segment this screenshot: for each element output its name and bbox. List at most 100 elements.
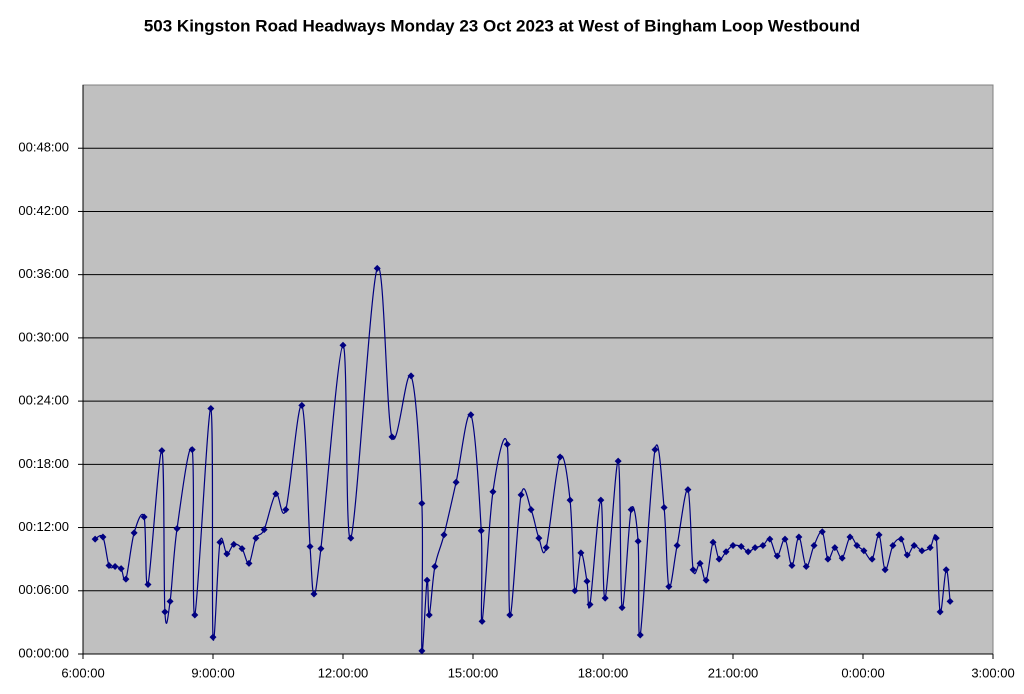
data-point bbox=[660, 504, 668, 512]
y-tick-label: 00:42:00 bbox=[18, 203, 69, 218]
data-point bbox=[388, 433, 396, 441]
plot-area bbox=[82, 84, 994, 655]
data-point bbox=[252, 534, 260, 542]
data-point bbox=[542, 544, 550, 552]
x-tick-label: 21:00:00 bbox=[708, 665, 759, 680]
data-point bbox=[517, 491, 525, 499]
x-tick-label: 12:00:00 bbox=[318, 665, 369, 680]
data-point bbox=[477, 527, 485, 535]
data-point bbox=[636, 631, 644, 639]
data-point bbox=[566, 496, 574, 504]
data-point bbox=[824, 555, 832, 563]
data-point bbox=[527, 506, 535, 514]
data-point bbox=[245, 559, 253, 567]
data-point bbox=[729, 541, 737, 549]
data-point bbox=[696, 559, 704, 567]
data-point bbox=[810, 541, 818, 549]
data-point bbox=[936, 608, 944, 616]
data-point bbox=[506, 611, 514, 619]
data-point bbox=[673, 541, 681, 549]
data-point bbox=[489, 488, 497, 496]
data-point bbox=[117, 565, 125, 573]
data-point bbox=[831, 544, 839, 552]
data-point bbox=[467, 411, 475, 419]
data-point bbox=[99, 533, 107, 541]
data-point bbox=[932, 534, 940, 542]
data-point bbox=[665, 583, 673, 591]
data-point bbox=[440, 531, 448, 539]
data-point bbox=[223, 550, 231, 558]
data-point bbox=[903, 551, 911, 559]
x-tick-label: 3:00:00 bbox=[971, 665, 1014, 680]
data-point bbox=[260, 526, 268, 534]
data-point bbox=[188, 446, 196, 454]
data-point bbox=[191, 611, 199, 619]
data-point bbox=[556, 453, 564, 461]
data-point bbox=[689, 566, 697, 574]
data-point bbox=[425, 611, 433, 619]
data-point bbox=[407, 372, 415, 380]
data-point bbox=[373, 264, 381, 272]
data-point bbox=[418, 647, 426, 655]
data-point bbox=[209, 633, 217, 641]
data-point bbox=[577, 549, 585, 557]
data-point bbox=[418, 499, 426, 507]
data-point bbox=[597, 496, 605, 504]
data-point bbox=[571, 587, 579, 595]
chart-title: 503 Kingston Road Headways Monday 23 Oct… bbox=[144, 16, 860, 35]
data-point bbox=[431, 563, 439, 571]
data-point bbox=[737, 543, 745, 551]
data-point bbox=[759, 541, 767, 549]
data-point bbox=[875, 531, 883, 539]
data-point bbox=[910, 541, 918, 549]
data-point bbox=[715, 555, 723, 563]
data-point bbox=[111, 563, 119, 571]
data-point bbox=[795, 533, 803, 541]
x-tick-label: 6:00:00 bbox=[61, 665, 104, 680]
data-point bbox=[140, 513, 148, 521]
data-point bbox=[818, 528, 826, 536]
data-point bbox=[503, 440, 511, 448]
y-tick-label: 00:18:00 bbox=[18, 456, 69, 471]
data-point bbox=[144, 580, 152, 588]
data-point bbox=[634, 537, 642, 545]
x-tick-label: 9:00:00 bbox=[191, 665, 234, 680]
x-tick-label: 15:00:00 bbox=[448, 665, 499, 680]
data-point bbox=[618, 604, 626, 612]
data-point bbox=[802, 563, 810, 571]
data-point bbox=[238, 545, 246, 553]
data-point bbox=[161, 608, 169, 616]
data-point bbox=[105, 561, 113, 569]
data-point bbox=[166, 597, 174, 605]
y-tick-label: 00:00:00 bbox=[18, 645, 69, 660]
data-point bbox=[216, 538, 224, 546]
data-point bbox=[766, 535, 774, 543]
data-point bbox=[926, 544, 934, 552]
data-point bbox=[781, 535, 789, 543]
y-tick-label: 00:30:00 bbox=[18, 329, 69, 344]
data-point bbox=[583, 577, 591, 585]
y-tick-label: 00:24:00 bbox=[18, 393, 69, 408]
y-tick-label: 00:12:00 bbox=[18, 519, 69, 534]
data-point bbox=[317, 545, 325, 553]
data-point bbox=[627, 506, 635, 514]
data-point bbox=[846, 533, 854, 541]
data-point bbox=[709, 538, 717, 546]
data-point bbox=[130, 529, 138, 537]
data-point bbox=[946, 597, 954, 605]
data-point bbox=[881, 566, 889, 574]
data-point bbox=[614, 457, 622, 465]
data-point bbox=[702, 576, 710, 584]
data-point bbox=[853, 541, 861, 549]
data-point bbox=[684, 486, 692, 494]
data-point bbox=[452, 478, 460, 486]
data-point bbox=[306, 543, 314, 551]
x-tick-label: 0:00:00 bbox=[841, 665, 884, 680]
data-point bbox=[889, 541, 897, 549]
data-point bbox=[310, 590, 318, 598]
data-point bbox=[838, 554, 846, 562]
data-point bbox=[918, 547, 926, 555]
data-point bbox=[860, 547, 868, 555]
data-point bbox=[751, 544, 759, 552]
